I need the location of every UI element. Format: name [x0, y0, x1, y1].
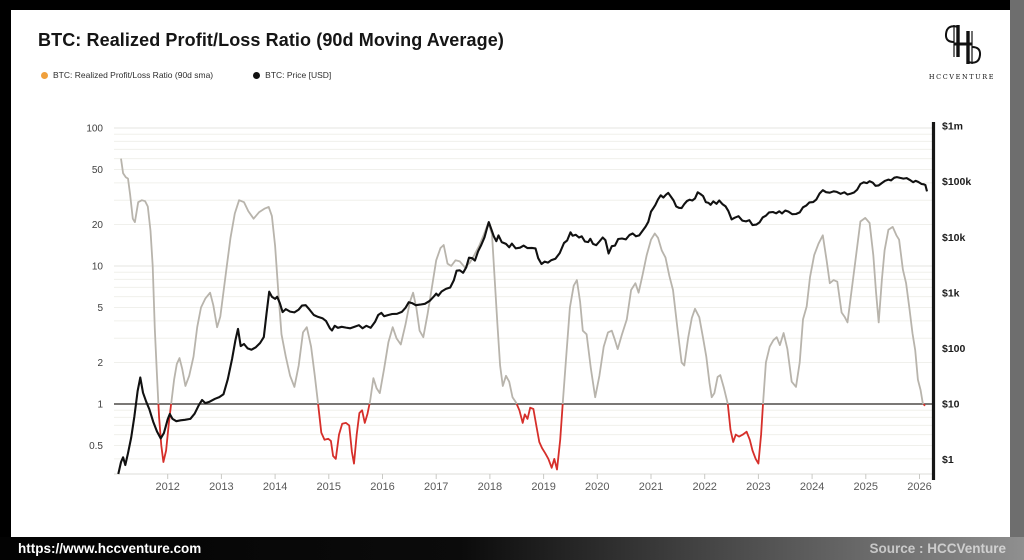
legend-item-ratio: BTC: Realized Profit/Loss Ratio (90d sma… [41, 70, 213, 80]
chart-card [11, 10, 1010, 537]
footer-bar: https://www.hccventure.com Source : HCCV… [0, 537, 1024, 560]
price-legend-dot-icon [253, 71, 261, 79]
svg-text:10: 10 [92, 262, 104, 273]
page-right-strip [1010, 0, 1024, 560]
svg-text:2: 2 [97, 358, 103, 369]
svg-text:5: 5 [97, 303, 103, 314]
page-title: BTC: Realized Profit/Loss Ratio (90d Mov… [38, 30, 504, 50]
svg-text:2025: 2025 [854, 481, 878, 493]
svg-text:2023: 2023 [746, 481, 770, 493]
ratio-legend-dot-icon [41, 71, 48, 79]
legend-label-ratio: BTC: Realized Profit/Loss Ratio (90d sma… [53, 70, 214, 80]
svg-text:2014: 2014 [263, 481, 287, 493]
hccventure-logo: HCCVENTURE [922, 22, 1002, 81]
price-line [117, 176, 929, 475]
svg-text:2019: 2019 [531, 481, 555, 493]
legend: BTC: Realized Profit/Loss Ratio (90d sma… [41, 70, 331, 80]
axis-tick-labels: 100 50 20 10 5 2 1 0.5 $1m $100k $10k $1k $100 $10 $1 2… [86, 121, 971, 493]
svg-text:$100: $100 [942, 343, 966, 355]
svg-text:2020: 2020 [585, 481, 609, 493]
ratio-line-profit [120, 158, 925, 405]
svg-text:2013: 2013 [209, 481, 233, 493]
svg-text:2021: 2021 [639, 481, 663, 493]
svg-text:$1: $1 [942, 454, 954, 466]
svg-text:2018: 2018 [478, 481, 502, 493]
hccventure-monogram-icon [944, 25, 982, 64]
svg-text:1: 1 [97, 400, 103, 411]
axes [114, 122, 936, 480]
grid-lines [114, 127, 933, 460]
svg-text:2015: 2015 [317, 481, 341, 493]
footer-url: https://www.hccventure.com [18, 541, 202, 556]
legend-item-price: BTC: Price [USD] [253, 70, 331, 80]
svg-text:50: 50 [92, 165, 104, 176]
footer-source: Source : HCCVenture [869, 541, 1006, 556]
svg-text:2024: 2024 [800, 481, 824, 493]
data-series [117, 158, 929, 475]
svg-text:2012: 2012 [155, 481, 179, 493]
svg-text:$1k: $1k [942, 287, 960, 299]
svg-text:2016: 2016 [370, 481, 394, 493]
logo-wordmark: HCCVENTURE [928, 73, 996, 81]
svg-text:0.5: 0.5 [89, 441, 103, 452]
svg-text:$10: $10 [942, 399, 960, 411]
svg-text:100: 100 [86, 124, 103, 135]
svg-text:$10k: $10k [942, 232, 966, 244]
svg-text:$100k: $100k [942, 176, 971, 188]
svg-text:$1m: $1m [942, 121, 963, 133]
svg-text:2022: 2022 [692, 481, 716, 493]
svg-text:20: 20 [92, 220, 104, 231]
ratio-line-loss [157, 403, 926, 471]
svg-text:2017: 2017 [424, 481, 448, 493]
svg-text:2026: 2026 [907, 481, 931, 493]
legend-label-price: BTC: Price [USD] [265, 70, 332, 80]
